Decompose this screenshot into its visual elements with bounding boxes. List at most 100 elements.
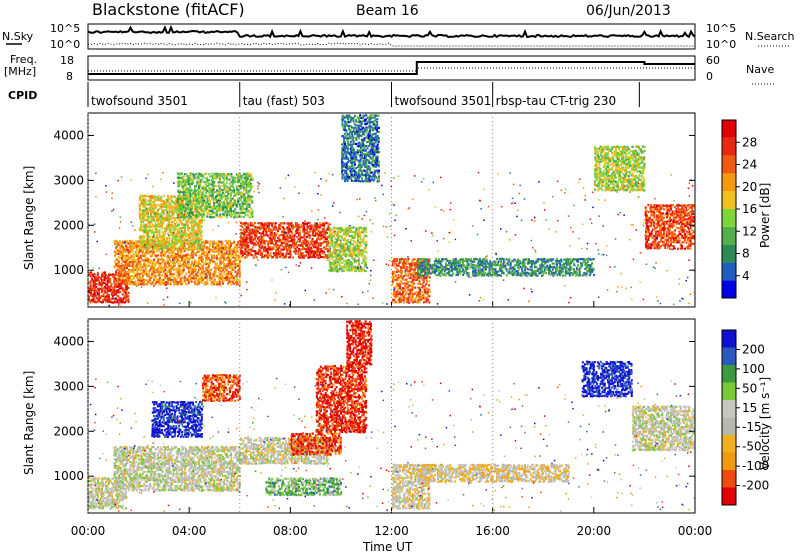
data-cell (139, 235, 142, 238)
data-cell (317, 224, 320, 227)
data-cell (148, 220, 151, 224)
data-cell (365, 235, 368, 238)
data-cell (357, 259, 360, 262)
data-cell (348, 167, 351, 170)
data-cell (147, 233, 150, 236)
data-cell (165, 209, 168, 212)
data-cell (272, 242, 275, 245)
data-cell (163, 266, 166, 270)
data-cell (394, 279, 397, 282)
data-cell (365, 180, 368, 183)
data-cell (368, 125, 371, 128)
data-cell (125, 295, 128, 298)
data-cell (146, 256, 149, 260)
data-cell (197, 177, 200, 180)
data-cell (366, 134, 369, 137)
data-cell (107, 275, 110, 278)
data-cell (229, 277, 231, 280)
data-cell (133, 246, 136, 249)
data-cell (370, 126, 373, 129)
data-cell (182, 245, 185, 248)
data-cell (368, 153, 370, 156)
data-cell (324, 230, 327, 233)
data-cell (115, 248, 118, 251)
data-cell (242, 184, 245, 187)
data-cell (261, 244, 264, 247)
data-cell (180, 207, 183, 210)
data-cell (223, 201, 226, 204)
data-cell (92, 283, 95, 286)
data-cell (218, 250, 221, 253)
data-cell (307, 226, 310, 229)
data-cell (255, 252, 258, 255)
data-cell (355, 153, 357, 156)
data-cell (254, 230, 257, 233)
data-cell (170, 270, 172, 273)
data-cell (328, 228, 331, 231)
data-cell (373, 153, 376, 156)
data-cell (325, 256, 328, 259)
data-cell (159, 225, 162, 228)
data-cell (124, 262, 127, 265)
data-cell (351, 236, 354, 239)
data-cell (395, 293, 398, 296)
data-cell (262, 232, 265, 235)
data-cell (168, 197, 171, 200)
data-cell (334, 265, 337, 268)
data-cell (366, 141, 369, 144)
data-cell (137, 266, 140, 270)
data-cell (173, 225, 176, 228)
data-cell (202, 191, 205, 194)
data-cell (197, 260, 200, 263)
data-cell (314, 252, 317, 255)
data-cell (88, 291, 91, 294)
data-cell (346, 249, 349, 252)
data-cell (162, 237, 165, 240)
data-cell (157, 260, 160, 263)
data-cell (391, 260, 394, 263)
data-cell (343, 259, 345, 262)
data-cell (140, 237, 143, 240)
data-cell (179, 195, 182, 198)
data-cell (130, 282, 133, 286)
data-cell (96, 299, 99, 302)
data-cell (266, 224, 269, 227)
data-cell (134, 261, 137, 264)
data-cell (280, 233, 283, 237)
cpid-segment-label: twofsound 3501 (395, 94, 492, 108)
data-cell (272, 248, 275, 251)
data-cell (355, 253, 358, 256)
data-cell (336, 253, 339, 256)
data-cell (246, 233, 249, 236)
data-cell (237, 189, 240, 192)
data-cell (282, 242, 285, 245)
data-cell (127, 271, 130, 274)
data-cell (168, 274, 171, 277)
data-cell (272, 222, 275, 225)
data-cell (93, 295, 96, 298)
data-cell (153, 210, 156, 214)
data-cell (376, 159, 379, 162)
data-cell (215, 189, 218, 192)
data-cell (199, 231, 202, 234)
data-cell (250, 250, 252, 253)
data-cell (90, 291, 92, 294)
data-cell (317, 228, 320, 231)
data-cell (373, 124, 376, 127)
data-cell (143, 227, 146, 230)
data-cell (192, 213, 195, 216)
data-cell (162, 212, 165, 216)
data-cell (182, 234, 185, 238)
data-cell (217, 184, 220, 187)
data-cell (211, 242, 214, 245)
data-cell (204, 203, 207, 206)
data-cell (279, 251, 282, 255)
data-cell (233, 211, 236, 214)
data-cell (397, 284, 400, 287)
data-cell (95, 283, 98, 286)
data-cell (126, 278, 129, 281)
data-cell (370, 114, 373, 117)
data-cell (207, 262, 210, 265)
data-cell (348, 231, 350, 234)
data-cell (248, 224, 251, 227)
